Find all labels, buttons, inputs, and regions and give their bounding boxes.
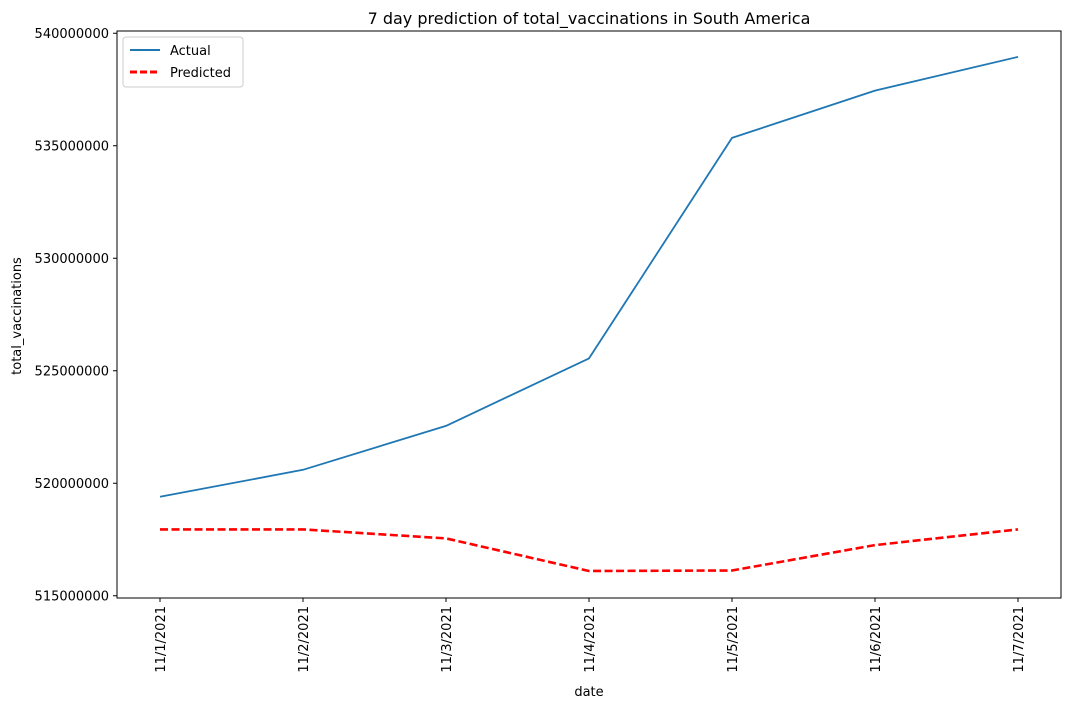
- x-tick-label: 11/7/2021: [1012, 606, 1027, 673]
- y-tick-label: 520000000: [35, 477, 109, 492]
- x-axis: 11/1/2021 11/2/2021 11/3/2021 11/4/2021 11/5…: [154, 598, 1027, 673]
- plot-area: 515000000 520000000 525000000 530000000 5350…: [35, 27, 1062, 673]
- legend-label-predicted: Predicted: [170, 66, 231, 81]
- x-tick-label: 11/5/2021: [726, 606, 741, 673]
- x-axis-title: date: [574, 685, 603, 700]
- x-tick-label: 11/2/2021: [297, 606, 312, 673]
- y-tick-label: 530000000: [35, 252, 109, 267]
- y-tick-label: 540000000: [35, 27, 109, 42]
- y-axis: 515000000 520000000 525000000 530000000 5350…: [35, 27, 117, 604]
- series-line-actual: [159, 56, 1019, 498]
- y-tick-label: 515000000: [35, 589, 109, 604]
- y-axis-title: total_vaccinations: [10, 257, 25, 375]
- series-line-predicted: [160, 528, 1019, 573]
- x-tick-label: 11/6/2021: [869, 606, 884, 673]
- x-tick-label: 11/1/2021: [154, 606, 169, 673]
- y-tick-label: 525000000: [35, 364, 109, 379]
- x-tick-label: 11/3/2021: [440, 606, 455, 673]
- x-tick-label: 11/4/2021: [583, 606, 598, 673]
- y-tick-label: 535000000: [35, 139, 109, 154]
- series-layer: [159, 56, 1019, 573]
- legend: Actual Predicted: [122, 36, 244, 88]
- chart-title: 7 day prediction of total_vaccinations i…: [368, 9, 811, 29]
- legend-label-actual: Actual: [170, 44, 211, 59]
